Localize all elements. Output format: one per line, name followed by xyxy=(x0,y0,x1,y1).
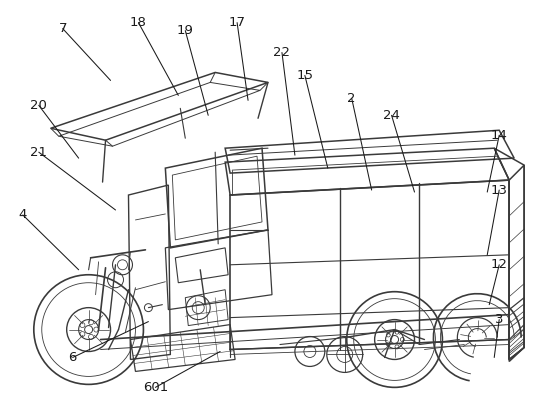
Text: 13: 13 xyxy=(491,184,508,197)
Text: 601: 601 xyxy=(143,381,168,394)
Text: 19: 19 xyxy=(177,24,193,37)
Text: 2: 2 xyxy=(347,92,356,105)
Text: 12: 12 xyxy=(491,258,508,271)
Text: 20: 20 xyxy=(31,99,47,112)
Text: 22: 22 xyxy=(273,46,291,59)
Text: 21: 21 xyxy=(31,146,47,159)
Text: 24: 24 xyxy=(383,109,400,122)
Text: 6: 6 xyxy=(69,351,77,364)
Text: 15: 15 xyxy=(296,69,314,82)
Text: 17: 17 xyxy=(229,16,245,29)
Text: 7: 7 xyxy=(58,22,67,35)
Text: 18: 18 xyxy=(130,16,147,29)
Text: 4: 4 xyxy=(19,208,27,221)
Text: 14: 14 xyxy=(491,129,508,142)
Text: 3: 3 xyxy=(495,313,503,326)
